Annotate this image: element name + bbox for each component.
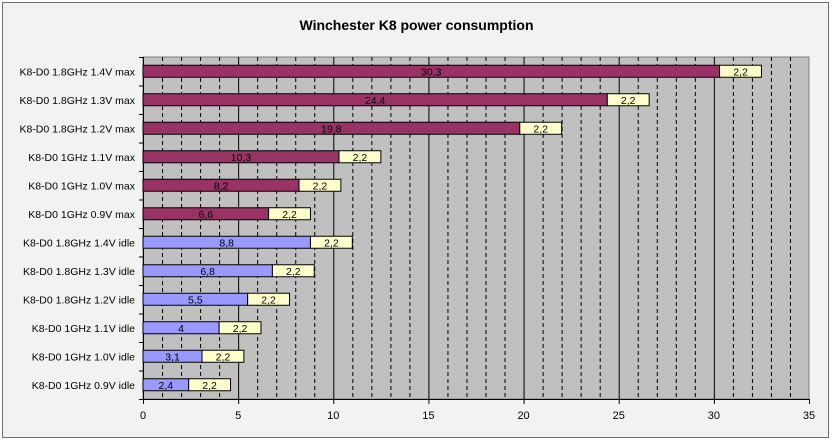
data-label: 3,1 <box>165 351 180 363</box>
bar-extra <box>298 178 342 192</box>
data-label: 2,2 <box>353 152 368 164</box>
data-label: 8,2 <box>214 180 229 192</box>
category-label: K8-D0 1.8GHz 1.3V idle <box>23 266 135 278</box>
data-label: 2,2 <box>533 123 548 135</box>
data-label: 2,2 <box>313 180 328 192</box>
data-label: 2,2 <box>621 95 636 107</box>
data-label: 2,2 <box>286 266 301 278</box>
data-label: 5,5 <box>188 294 203 306</box>
bar-extra <box>201 349 245 363</box>
data-label: 2,2 <box>202 380 217 392</box>
data-label: 2,2 <box>216 351 231 363</box>
x-tick-label: 5 <box>235 410 241 422</box>
chart-title: Winchester K8 power consumption <box>299 17 534 33</box>
x-tick-label: 35 <box>803 410 815 422</box>
category-label: K8-D0 1GHz 1.0V max <box>28 180 136 192</box>
category-label: K8-D0 1.8GHz 1.3V max <box>19 95 135 107</box>
data-label: 6,6 <box>198 209 213 221</box>
data-label: 19,8 <box>321 123 342 135</box>
category-label: K8-D0 1.8GHz 1.2V idle <box>23 294 135 306</box>
category-label: K8-D0 1.8GHz 1.2V max <box>19 123 135 135</box>
bar-extra <box>519 121 563 135</box>
data-label: 10,3 <box>231 152 252 164</box>
bar-extra <box>338 150 382 164</box>
x-tick-label: 15 <box>422 410 434 422</box>
x-tick-label: 0 <box>140 410 146 422</box>
bar-extra <box>606 93 650 107</box>
category-label: K8-D0 1GHz 1.1V max <box>28 152 136 164</box>
data-label: 2,2 <box>324 237 339 249</box>
bar-extra <box>271 264 315 278</box>
data-label: 2,4 <box>159 380 174 392</box>
data-label: 8,8 <box>219 237 234 249</box>
category-label: K8-D0 1.8GHz 1.4V idle <box>23 237 135 249</box>
category-label: K8-D0 1GHz 1.1V idle <box>32 323 135 335</box>
bar-extra <box>309 235 353 249</box>
category-label: K8-D0 1GHz 0.9V idle <box>32 380 135 392</box>
category-label: K8-D0 1GHz 1.0V idle <box>32 351 135 363</box>
bar-extra <box>188 378 232 392</box>
x-tick-label: 30 <box>708 410 720 422</box>
bar-extra <box>247 292 291 306</box>
bar-extra <box>268 207 311 221</box>
data-label: 2,2 <box>282 209 297 221</box>
category-label: K8-D0 1GHz 0.9V max <box>28 209 136 221</box>
x-tick-label: 20 <box>517 410 529 422</box>
x-tick-label: 10 <box>327 410 339 422</box>
data-label: 30,3 <box>421 66 442 78</box>
bar-extra <box>218 321 262 335</box>
data-label: 2,2 <box>733 66 748 78</box>
x-tick-label: 25 <box>613 410 625 422</box>
plot-area <box>142 56 810 400</box>
bar-extra <box>719 64 762 78</box>
category-label: K8-D0 1.8GHz 1.4V max <box>19 66 135 78</box>
data-label: 4 <box>178 323 184 335</box>
data-label: 24,4 <box>365 95 386 107</box>
data-label: 6,8 <box>200 266 215 278</box>
data-label: 2,2 <box>261 294 276 306</box>
data-label: 2,2 <box>233 323 248 335</box>
